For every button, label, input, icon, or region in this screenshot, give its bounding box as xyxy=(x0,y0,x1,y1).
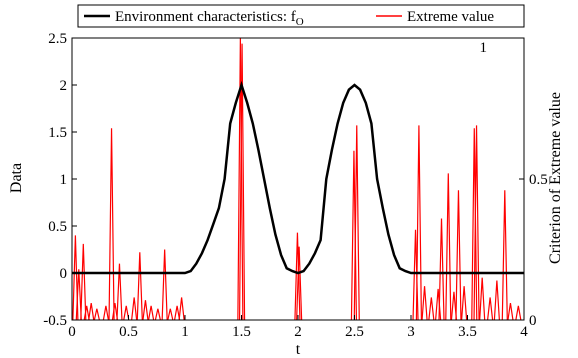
extreme-spike-31 xyxy=(438,218,445,321)
x-tick-label-2: 1 xyxy=(181,324,189,340)
extreme-spike-18 xyxy=(173,305,181,321)
extreme-spike-35 xyxy=(461,286,468,321)
x-tick-label-5: 2.5 xyxy=(345,324,364,340)
extreme-spike-6 xyxy=(102,305,109,321)
extreme-spike-22 xyxy=(294,232,301,321)
plot-area xyxy=(72,37,524,321)
extreme-spike-17 xyxy=(167,308,174,321)
extreme-spike-15 xyxy=(154,308,161,321)
x-tick-label-1: 0.5 xyxy=(119,324,138,340)
extreme-spike-3 xyxy=(83,305,90,321)
extreme-spike-40 xyxy=(493,280,500,321)
extreme-spike-9 xyxy=(116,263,123,321)
y-tick-label-4: 1.5 xyxy=(48,125,67,141)
x-tick-label-4: 2 xyxy=(294,324,302,340)
x-tick-label-8: 4 xyxy=(520,324,528,340)
extreme-spike-4 xyxy=(88,302,95,321)
x-tick-label-7: 3.5 xyxy=(458,324,477,340)
x-axis-title: t xyxy=(296,341,301,358)
extreme-spike-12 xyxy=(136,252,143,321)
y2-tick-label-2: 1 xyxy=(480,40,488,56)
legend-box xyxy=(77,4,525,28)
x-tick-label-0: 0 xyxy=(68,324,76,340)
y-tick-label-0: -0.5 xyxy=(43,313,67,329)
extreme-spike-42 xyxy=(507,302,514,321)
extreme-spike-5 xyxy=(93,308,100,321)
extreme-spike-34 xyxy=(455,190,462,321)
extreme-spike-13 xyxy=(142,300,149,321)
axes: 0 0.5 1 1.5 2 2.5 3 3.5 4-0.500.511.522.500.51 xyxy=(43,31,548,340)
environment-line xyxy=(72,80,524,275)
y-tick-label-2: 0.5 xyxy=(48,219,67,235)
extreme-spike-27 xyxy=(415,125,423,321)
extreme-spike-19 xyxy=(178,297,185,321)
x-tick-label-6: 3 xyxy=(407,324,415,340)
y-tick-label-6: 2.5 xyxy=(48,31,67,47)
legend-env-subscript: O xyxy=(296,16,304,28)
extreme-spike-14 xyxy=(148,305,155,321)
legend-env-text: Environment characteristics: f xyxy=(115,9,296,25)
extreme-spike-23 xyxy=(296,246,303,321)
y-tick-label-1: 0 xyxy=(60,266,68,282)
legend-extreme-label: Extreme value xyxy=(407,9,494,25)
extreme-spike-1 xyxy=(75,269,82,321)
legend-env-label: Environment characteristics: fO xyxy=(115,9,304,28)
extreme-spike-43 xyxy=(515,305,522,321)
extreme-spike-37 xyxy=(473,125,480,321)
extreme-spike-29 xyxy=(428,297,435,321)
extreme-spike-10 xyxy=(123,305,130,321)
extreme-spike-2 xyxy=(80,243,87,321)
extreme-spike-24 xyxy=(350,150,358,321)
extreme-spike-16 xyxy=(161,249,168,321)
y-tick-label-3: 1 xyxy=(60,172,68,188)
extreme-spike-38 xyxy=(479,277,486,321)
extreme-spike-11 xyxy=(131,297,138,321)
y-axis-title: Data xyxy=(8,163,25,193)
y2-tick-label-0: 0 xyxy=(529,313,537,329)
extreme-spike-39 xyxy=(487,297,494,321)
y-tick-label-5: 2 xyxy=(60,78,68,94)
extreme-spike-21 xyxy=(238,43,246,321)
extreme-spike-28 xyxy=(421,286,428,321)
y2-tick-label-1: 0.5 xyxy=(529,172,548,188)
legend: Environment characteristics: fO Extreme … xyxy=(77,4,525,28)
x-tick-label-3: 1.5 xyxy=(232,324,251,340)
extreme-spike-41 xyxy=(501,190,508,321)
extreme-spike-36 xyxy=(471,128,478,321)
y2-axis-title: Criterion of Extreme value xyxy=(547,92,564,264)
extreme-spike-25 xyxy=(353,125,360,321)
extreme-spike-7 xyxy=(108,128,115,321)
extreme-spike-32 xyxy=(445,173,452,321)
extreme-spike-8 xyxy=(111,302,119,321)
extreme-spike-0 xyxy=(72,235,79,321)
